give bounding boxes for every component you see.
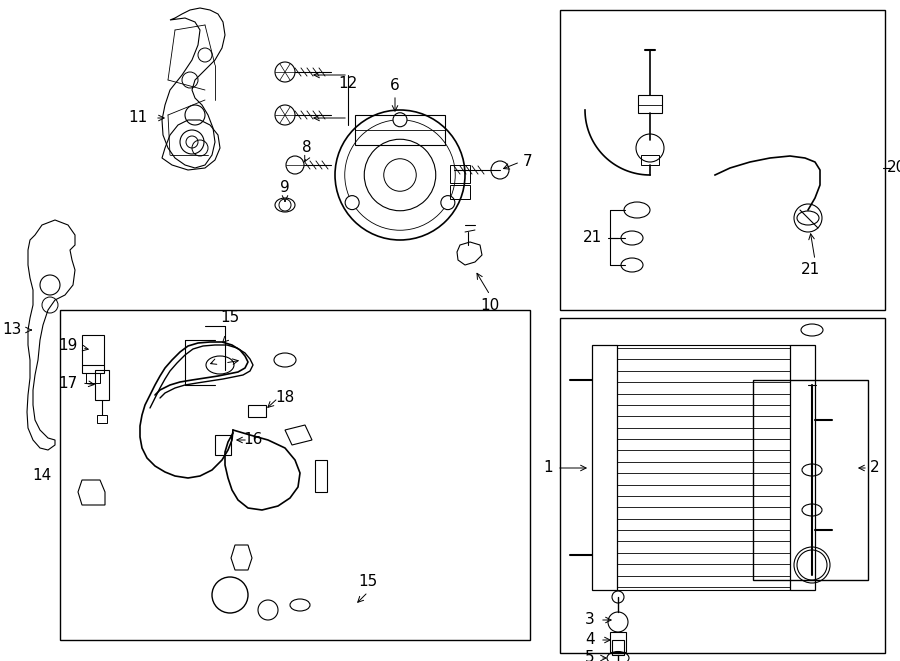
Text: 16: 16 <box>243 432 263 447</box>
Circle shape <box>346 196 359 210</box>
Bar <box>248 405 266 417</box>
Circle shape <box>393 113 407 127</box>
Text: 18: 18 <box>275 391 294 405</box>
Text: 4: 4 <box>585 633 595 648</box>
Bar <box>790 345 815 590</box>
Text: 7: 7 <box>523 155 533 169</box>
Text: 19: 19 <box>58 338 77 352</box>
Bar <box>450 185 470 199</box>
Bar <box>641 155 659 165</box>
Text: 14: 14 <box>32 467 51 483</box>
Text: 20: 20 <box>886 161 900 176</box>
Bar <box>560 10 885 310</box>
Text: 2: 2 <box>870 461 880 475</box>
Bar <box>95 370 109 400</box>
Text: 1: 1 <box>544 461 553 475</box>
Bar <box>612 640 624 655</box>
Text: 15: 15 <box>358 574 378 590</box>
Bar <box>638 95 662 113</box>
Circle shape <box>441 196 454 210</box>
Text: 9: 9 <box>280 180 290 196</box>
Bar <box>355 115 445 145</box>
Bar <box>753 380 868 580</box>
Bar <box>215 435 231 455</box>
Text: 21: 21 <box>582 231 601 245</box>
Text: 11: 11 <box>129 110 148 126</box>
Bar <box>315 460 327 492</box>
Text: 13: 13 <box>3 323 22 338</box>
Bar <box>60 310 530 640</box>
Bar <box>450 165 470 183</box>
Bar <box>560 318 885 653</box>
Bar <box>86 373 100 383</box>
Bar <box>592 345 617 590</box>
Text: 21: 21 <box>800 262 820 278</box>
Text: 3: 3 <box>585 613 595 627</box>
Text: 15: 15 <box>220 311 239 325</box>
Bar <box>82 335 104 373</box>
Text: 6: 6 <box>390 77 400 93</box>
Text: 12: 12 <box>338 75 357 91</box>
Text: 17: 17 <box>58 375 77 391</box>
Bar <box>97 415 107 423</box>
Bar <box>610 632 626 652</box>
Text: 8: 8 <box>302 141 311 155</box>
Text: 5: 5 <box>585 650 595 661</box>
Text: 10: 10 <box>481 297 500 313</box>
